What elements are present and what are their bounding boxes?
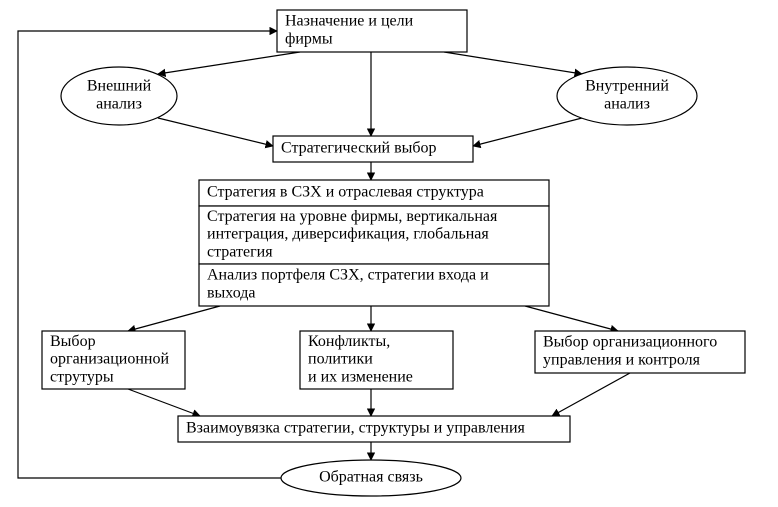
node-org_structure-line2: струтуры <box>50 369 114 386</box>
node-row3-line1: выхода <box>207 285 255 302</box>
flowchart-canvas: Назначение и целифирмыВнешнийанализВнутр… <box>0 0 778 507</box>
node-row2-line0: Стратегия на уровне фирмы, вертикальная <box>207 208 498 225</box>
node-conflicts-line0: Конфликты, <box>308 333 390 350</box>
node-conflicts-line2: и их изменение <box>308 369 413 386</box>
edge-org_mgmt-to-alignment <box>552 373 630 416</box>
node-strat_choice: Стратегический выбор <box>273 136 473 162</box>
node-row3-line0: Анализ портфеля СЗХ, стратегии входа и <box>207 267 489 284</box>
edge-row3-to-org_mgmt <box>525 306 618 331</box>
edge-purpose-to-int_analysis <box>444 52 582 74</box>
node-conflicts: Конфликты,политикии их изменение <box>300 331 453 389</box>
node-ext_analysis-line0: Внешний <box>87 78 152 95</box>
node-int_analysis: Внутреннийанализ <box>557 67 697 125</box>
node-int_analysis-line0: Внутренний <box>585 78 669 95</box>
node-feedback: Обратная связь <box>281 460 461 496</box>
node-feedback-line0: Обратная связь <box>319 469 423 486</box>
node-row1-line0: Стратегия в СЗХ и отраслевая структура <box>207 184 484 201</box>
node-strat_choice-line0: Стратегический выбор <box>281 140 437 157</box>
node-ext_analysis-line1: анализ <box>96 96 142 113</box>
node-org_structure-line0: Выбор <box>50 333 96 350</box>
edge-int_analysis-to-strat_choice <box>473 118 582 146</box>
node-alignment-line0: Взаимоувязка стратегии, структуры и упра… <box>186 420 526 437</box>
edge-row3-to-org_structure <box>128 306 220 331</box>
node-purpose: Назначение и целифирмы <box>277 10 467 52</box>
node-row3: Анализ портфеля СЗХ, стратегии входа ивы… <box>199 264 549 306</box>
node-org_mgmt: Выбор организационногоуправления и контр… <box>535 331 745 373</box>
node-int_analysis-line1: анализ <box>604 96 650 113</box>
node-org_mgmt-line0: Выбор организационного <box>543 334 717 351</box>
edge-purpose-to-ext_analysis <box>158 52 300 74</box>
node-row2-line1: интеграция, диверсификация, глобальная <box>207 226 489 243</box>
edge-ext_analysis-to-strat_choice <box>158 118 273 146</box>
node-purpose-line1: фирмы <box>285 31 333 48</box>
node-row2-line2: стратегия <box>207 244 273 261</box>
node-row1: Стратегия в СЗХ и отраслевая структура <box>199 180 549 206</box>
node-conflicts-line1: политики <box>308 351 373 368</box>
node-org_mgmt-line1: управления и контроля <box>543 352 701 369</box>
node-row2: Стратегия на уровне фирмы, вертикальнаяи… <box>199 206 549 264</box>
node-org_structure: Выборорганизационнойструтуры <box>42 331 185 389</box>
node-alignment: Взаимоувязка стратегии, структуры и упра… <box>178 416 570 442</box>
node-org_structure-line1: организационной <box>50 351 169 368</box>
edge-org_structure-to-alignment <box>128 389 200 416</box>
node-purpose-line0: Назначение и цели <box>285 13 414 30</box>
node-ext_analysis: Внешнийанализ <box>61 67 177 125</box>
